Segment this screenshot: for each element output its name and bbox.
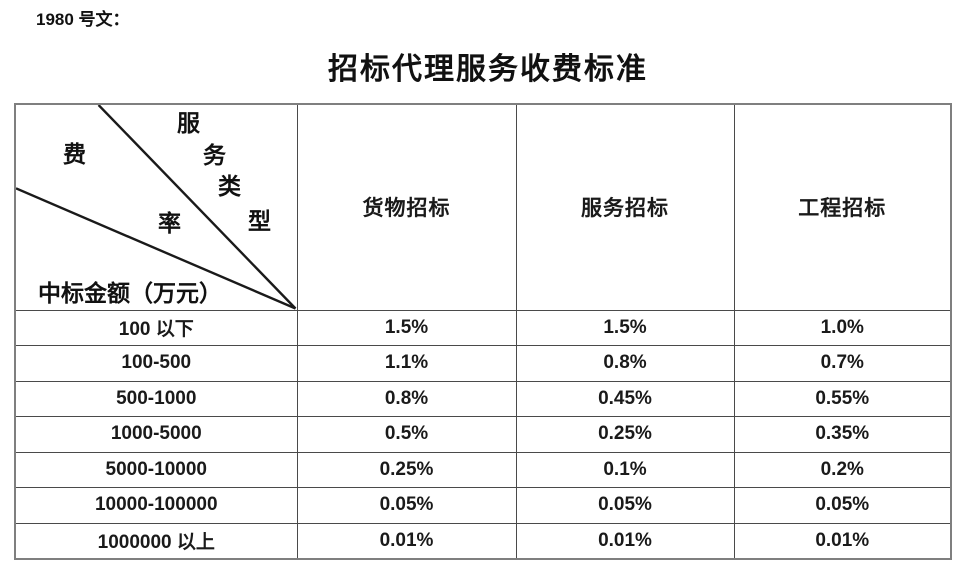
- fee-cell: 0.05%: [515, 487, 735, 524]
- diagonal-divider-lines: [16, 105, 296, 309]
- table-row: 500-1000 0.8% 0.45% 0.55%: [14, 380, 952, 417]
- amount-axis-label: 中标金额（万元）: [38, 281, 222, 306]
- fee-cell: 1.1%: [296, 345, 517, 382]
- row-label: 10000-100000: [14, 487, 298, 524]
- fee-cell: 0.35%: [733, 416, 952, 453]
- corner-fee-char: 率: [158, 211, 181, 236]
- table-row: 1000-5000 0.5% 0.25% 0.35%: [14, 416, 952, 453]
- corner-type-char: 服: [177, 111, 200, 136]
- table-row: 5000-10000 0.25% 0.1% 0.2%: [14, 451, 952, 488]
- corner-type-char: 务: [203, 143, 226, 168]
- fee-cell: 0.25%: [296, 451, 517, 488]
- row-label: 5000-10000: [14, 451, 298, 488]
- table-row: 10000-100000 0.05% 0.05% 0.05%: [14, 487, 952, 524]
- fee-cell: 0.45%: [515, 380, 735, 417]
- row-label: 100-500: [14, 345, 298, 382]
- fee-cell: 0.8%: [515, 345, 735, 382]
- doc-ref: 1980 号文：: [36, 10, 130, 29]
- fee-cell: 0.55%: [733, 380, 952, 417]
- row-label: 500-1000: [14, 380, 298, 417]
- row-label: 100 以下: [14, 309, 298, 346]
- table-row: 100 以下 1.5% 1.5% 1.0%: [14, 309, 952, 346]
- page-title: 招标代理服务收费标准: [328, 53, 648, 86]
- diagonal-header-cell: 服 务 类 型 费 率 中标金额（万元）: [14, 103, 298, 311]
- fee-cell: 0.01%: [296, 522, 517, 559]
- table-row: 100-500 1.1% 0.8% 0.7%: [14, 345, 952, 382]
- column-header-services: 服务招标: [515, 103, 735, 311]
- column-header-goods: 货物招标: [296, 103, 517, 311]
- fee-table: 服 务 类 型 费 率 中标金额（万元） 货物招标 服务招标 工程招标 100 …: [14, 103, 952, 560]
- corner-type-char: 型: [248, 209, 271, 234]
- fee-cell: 1.5%: [515, 309, 735, 346]
- fee-cell: 0.05%: [733, 487, 952, 524]
- row-label: 1000000 以上: [14, 522, 298, 559]
- corner-fee-char: 费: [63, 142, 86, 167]
- fee-cell: 0.01%: [733, 522, 952, 559]
- fee-cell: 0.7%: [733, 345, 952, 382]
- corner-type-char: 类: [218, 174, 241, 199]
- fee-cell: 0.5%: [296, 416, 517, 453]
- table-row: 1000000 以上 0.01% 0.01% 0.01%: [14, 522, 952, 559]
- fee-cell: 0.25%: [515, 416, 735, 453]
- fee-cell: 1.0%: [733, 309, 952, 346]
- column-header-works: 工程招标: [733, 103, 952, 311]
- fee-cell: 0.1%: [515, 451, 735, 488]
- fee-cell: 0.2%: [733, 451, 952, 488]
- fee-cell: 0.05%: [296, 487, 517, 524]
- header-row: 服 务 类 型 费 率 中标金额（万元） 货物招标 服务招标 工程招标: [14, 103, 952, 311]
- row-label: 1000-5000: [14, 416, 298, 453]
- fee-cell: 1.5%: [296, 309, 517, 346]
- fee-cell: 0.01%: [515, 522, 735, 559]
- fee-cell: 0.8%: [296, 380, 517, 417]
